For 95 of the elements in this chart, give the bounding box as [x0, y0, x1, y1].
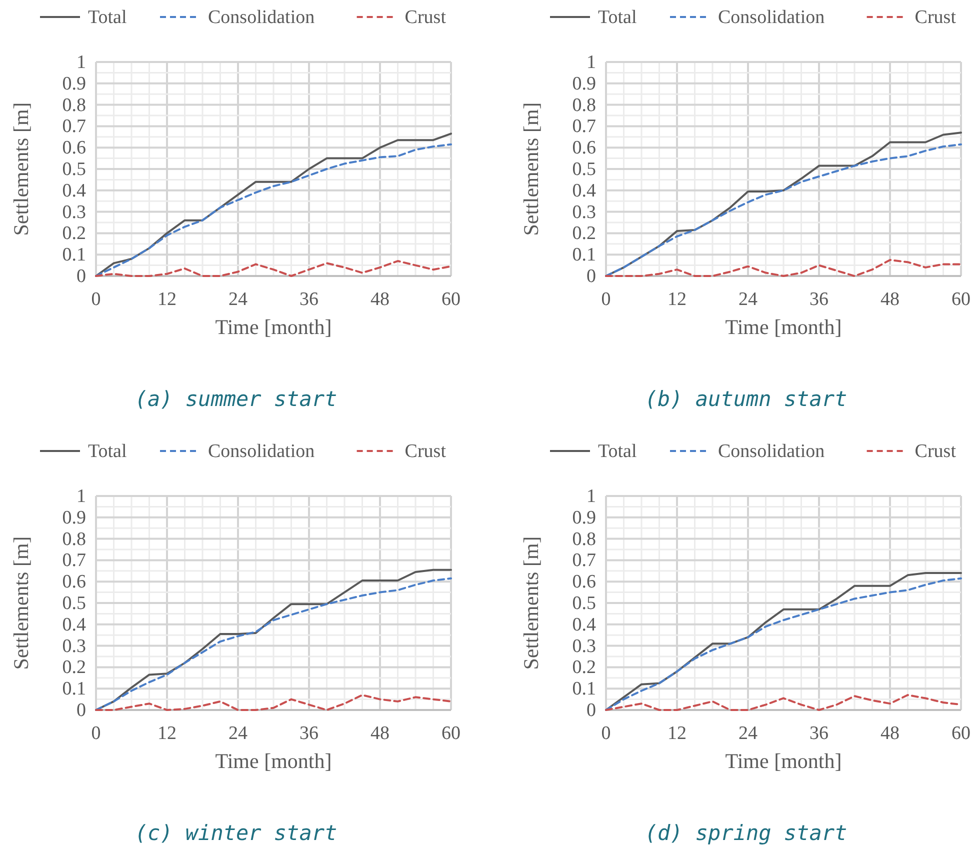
y-tick-label: 0.4	[62, 614, 86, 636]
x-tick-label: 12	[668, 723, 686, 744]
line-series	[95, 260, 452, 277]
x-tick-label: 36	[810, 723, 828, 744]
legend-label: Crust	[404, 441, 447, 462]
y-tick-label: 0.5	[62, 593, 86, 614]
y-tick-label: 0.5	[572, 593, 596, 614]
y-tick-label: 0.4	[62, 180, 86, 202]
legend-label: Consolidation	[208, 7, 316, 28]
y-tick-label: 0.8	[572, 94, 596, 116]
y-tick-label: 0	[586, 700, 596, 721]
y-tick-label: 0.1	[62, 244, 86, 266]
y-tick-label: 0.6	[62, 138, 86, 159]
y-tick-label: 0.7	[572, 550, 596, 572]
y-tick-label: 0.2	[572, 223, 596, 244]
y-tick-label: 0.6	[572, 138, 596, 159]
x-tick-label: 36	[300, 723, 318, 744]
x-tick-label: 60	[442, 289, 460, 310]
x-tick-label: 24	[738, 289, 758, 310]
x-tick-label: 36	[810, 289, 828, 310]
y-tick-label: 0.6	[572, 572, 596, 593]
y-axis-title: Settlements [m]	[519, 102, 543, 236]
y-tick-label: 0.5	[572, 159, 596, 180]
x-tick-label: 0	[91, 723, 101, 744]
y-tick-label: 1	[586, 52, 596, 73]
x-tick-label: 48	[880, 723, 900, 744]
y-tick-label: 1	[76, 486, 86, 507]
x-tick-label: 24	[738, 723, 758, 744]
y-tick-label: 0.9	[572, 73, 596, 94]
y-tick-label: 0.7	[62, 550, 86, 572]
x-tick-label: 12	[158, 723, 176, 744]
legend-label: Consolidation	[718, 441, 826, 462]
y-tick-label: 0.2	[572, 657, 596, 678]
x-tick-label: 60	[952, 289, 970, 310]
text: (d) spring start	[644, 821, 848, 845]
legend-label: Crust	[914, 441, 957, 462]
x-tick-label: 48	[370, 723, 390, 744]
legend-label: Consolidation	[718, 7, 826, 28]
x-tick-label: 60	[442, 723, 460, 744]
legend-label: Total	[88, 441, 127, 462]
x-axis-title: Time [month]	[215, 315, 332, 339]
x-tick-label: 0	[91, 289, 101, 310]
x-axis-title: Time [month]	[215, 749, 332, 773]
legend-label: Crust	[404, 7, 447, 28]
y-tick-label: 0.1	[572, 244, 596, 266]
text: (c) winter start	[134, 821, 338, 845]
legend-label: Consolidation	[208, 441, 316, 462]
x-tick-label: 36	[300, 289, 318, 310]
x-tick-label: 0	[601, 723, 611, 744]
y-tick-label: 0.3	[62, 636, 86, 657]
y-tick-label: 0.3	[62, 202, 86, 223]
text: (a) summer start	[134, 387, 338, 411]
x-tick-label: 24	[228, 723, 248, 744]
y-tick-label: 0	[586, 266, 596, 287]
x-axis-title: Time [month]	[725, 315, 842, 339]
y-axis-title: Settlements [m]	[9, 102, 33, 236]
legend-label: Total	[598, 441, 637, 462]
line-series	[605, 258, 962, 277]
y-tick-label: 0.8	[62, 528, 86, 550]
y-tick-label: 0.3	[572, 636, 596, 657]
y-tick-label: 0.8	[572, 528, 596, 550]
y-tick-label: 0.2	[62, 223, 86, 244]
y-tick-label: 0	[76, 266, 86, 287]
y-tick-label: 0.9	[572, 507, 596, 528]
y-tick-label: 0.9	[62, 507, 86, 528]
y-tick-label: 0.2	[62, 657, 86, 678]
text: (b) autumn start	[644, 387, 848, 411]
x-tick-label: 48	[880, 289, 900, 310]
line-series	[95, 694, 452, 711]
y-tick-label: 0.3	[572, 202, 596, 223]
x-tick-label: 48	[370, 289, 390, 310]
x-tick-label: 12	[158, 289, 176, 310]
y-tick-label: 0.5	[62, 159, 86, 180]
y-tick-label: 1	[76, 52, 86, 73]
x-tick-label: 12	[668, 289, 686, 310]
y-tick-label: 0.9	[62, 73, 86, 94]
y-tick-label: 0.7	[572, 116, 596, 138]
legend-label: Total	[598, 7, 637, 28]
legend-label: Crust	[914, 7, 957, 28]
x-tick-label: 60	[952, 723, 970, 744]
y-axis-title: Settlements [m]	[9, 536, 33, 670]
y-tick-label: 0.4	[572, 614, 596, 636]
y-tick-label: 0	[76, 700, 86, 721]
y-tick-label: 0.4	[572, 180, 596, 202]
y-tick-label: 0.7	[62, 116, 86, 138]
y-tick-label: 0.6	[62, 572, 86, 593]
x-tick-label: 0	[601, 289, 611, 310]
y-tick-label: 0.8	[62, 94, 86, 116]
x-tick-label: 24	[228, 289, 248, 310]
y-tick-label: 0.1	[62, 678, 86, 700]
y-tick-label: 0.1	[572, 678, 596, 700]
legend-label: Total	[88, 7, 127, 28]
x-axis-title: Time [month]	[725, 749, 842, 773]
y-axis-title: Settlements [m]	[519, 536, 543, 670]
y-tick-label: 1	[586, 486, 596, 507]
